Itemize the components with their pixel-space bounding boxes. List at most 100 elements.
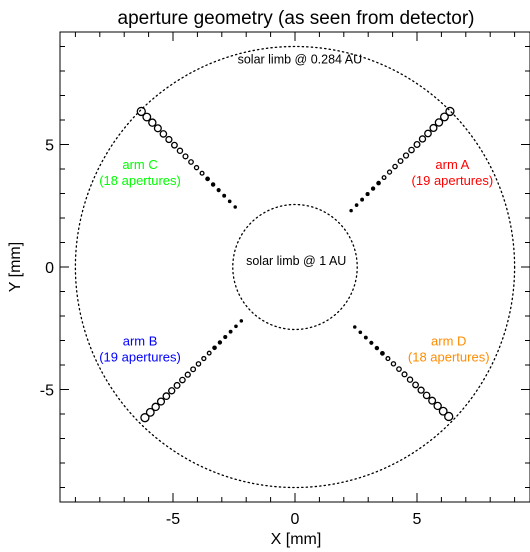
aperture-point-arm-d bbox=[428, 396, 437, 405]
aperture-point-arm-a bbox=[349, 208, 353, 213]
aperture-point-arm-a bbox=[445, 106, 455, 117]
aperture-point-arm-d bbox=[353, 325, 357, 329]
aperture-point-arm-c bbox=[222, 193, 227, 198]
aperture-point-arm-b bbox=[190, 366, 197, 373]
annotations: solar limb @ 0.284 AU solar limb @ 1 AU ar… bbox=[99, 53, 493, 365]
aperture-point-arm-c bbox=[188, 159, 194, 165]
aperture-point-arm-b bbox=[206, 350, 212, 356]
aperture-point-arm-a bbox=[376, 180, 381, 186]
y-tick-label: 5 bbox=[45, 138, 54, 155]
arm-c-count: (18 apertures) bbox=[99, 173, 181, 188]
aperture-point-arm-d bbox=[406, 376, 414, 383]
aperture-points bbox=[136, 106, 455, 423]
aperture-point-arm-c bbox=[153, 124, 162, 133]
aperture-point-arm-c bbox=[182, 153, 189, 160]
aperture-point-arm-d bbox=[358, 330, 363, 335]
arm-b-count: (19 apertures) bbox=[99, 349, 181, 364]
aperture-point-arm-c bbox=[176, 147, 184, 155]
aperture-point-arm-b bbox=[156, 397, 166, 406]
aperture-point-arm-c bbox=[227, 199, 232, 204]
aperture-point-arm-b bbox=[151, 402, 160, 412]
arm-a-name: arm A bbox=[435, 157, 469, 172]
aperture-point-arm-d bbox=[385, 356, 391, 362]
aperture-point-arm-b bbox=[168, 387, 176, 395]
arm-d-count: (18 apertures) bbox=[408, 349, 490, 364]
aperture-point-arm-a bbox=[365, 192, 370, 197]
aperture-point-arm-c bbox=[199, 170, 205, 176]
aperture-point-arm-b bbox=[212, 345, 217, 351]
aperture-point-arm-a bbox=[408, 146, 415, 154]
aperture-point-arm-a bbox=[354, 203, 359, 207]
arm-d-name: arm D bbox=[431, 333, 466, 348]
aperture-point-arm-a bbox=[397, 158, 404, 165]
inner-circle-label: solar limb @ 1 AU bbox=[246, 254, 346, 268]
aperture-point-arm-c bbox=[210, 182, 216, 187]
aperture-point-arm-a bbox=[434, 118, 444, 127]
aperture-point-arm-c bbox=[165, 135, 173, 144]
aperture-point-arm-b bbox=[145, 407, 155, 417]
aperture-point-arm-d bbox=[369, 340, 374, 345]
aperture-point-arm-b bbox=[184, 371, 191, 378]
arm-a-count: (19 apertures) bbox=[412, 173, 494, 188]
aperture-point-arm-b bbox=[217, 340, 223, 345]
aperture-point-arm-b bbox=[162, 392, 171, 401]
aperture-point-arm-b bbox=[223, 334, 228, 340]
aperture-point-arm-a bbox=[392, 163, 398, 170]
aperture-point-arm-d bbox=[438, 406, 448, 416]
aperture-point-arm-d bbox=[363, 335, 368, 340]
aperture-point-arm-c bbox=[193, 164, 200, 171]
aperture-point-arm-d bbox=[401, 371, 408, 378]
aperture-point-arm-b bbox=[228, 329, 233, 334]
aperture-point-arm-b bbox=[234, 324, 238, 329]
aperture-point-arm-d bbox=[380, 350, 385, 356]
outer-solar-limb-circle bbox=[74, 45, 516, 489]
aperture-point-arm-d bbox=[390, 361, 397, 367]
axis-ticks: -5 0 5 -5 0 5 bbox=[40, 32, 530, 528]
arm-b-name: arm B bbox=[123, 333, 158, 348]
aperture-point-arm-d bbox=[374, 345, 380, 351]
aperture-point-arm-d bbox=[396, 366, 402, 372]
x-tick-label: 0 bbox=[291, 511, 300, 528]
aperture-point-arm-c bbox=[205, 176, 210, 182]
aperture-point-arm-c bbox=[136, 106, 146, 117]
x-axis-label: X [mm] bbox=[271, 531, 322, 548]
aperture-point-arm-c bbox=[148, 118, 157, 127]
aperture-point-arm-c bbox=[216, 188, 221, 193]
aperture-point-arm-c bbox=[233, 205, 237, 209]
arm-c-name: arm C bbox=[122, 157, 157, 172]
y-tick-label: -5 bbox=[40, 383, 54, 400]
outer-circle-label: solar limb @ 0.284 AU bbox=[238, 53, 363, 67]
aperture-point-arm-a bbox=[360, 197, 365, 202]
aperture-point-arm-b bbox=[173, 381, 181, 389]
aperture-point-arm-a bbox=[424, 129, 432, 138]
y-axis-label: Y [mm] bbox=[7, 242, 24, 292]
x-tick-label: -5 bbox=[166, 511, 180, 528]
aperture-point-arm-d bbox=[412, 381, 419, 389]
aperture-point-arm-a bbox=[429, 123, 438, 133]
x-tick-label: 5 bbox=[413, 511, 422, 528]
aperture-point-arm-a bbox=[402, 152, 410, 159]
solar-limb-circles bbox=[74, 45, 516, 489]
aperture-point-arm-b bbox=[201, 355, 207, 362]
aperture-point-arm-d bbox=[422, 391, 431, 400]
inner-solar-limb-circle bbox=[232, 203, 358, 331]
aperture-point-arm-c bbox=[142, 112, 152, 122]
chart-title: aperture geometry (as seen from detector… bbox=[118, 8, 475, 29]
aperture-point-arm-b bbox=[195, 361, 202, 367]
y-tick-label: 0 bbox=[45, 260, 54, 277]
aperture-point-arm-a bbox=[418, 135, 427, 143]
aperture-point-arm-a bbox=[370, 186, 376, 191]
aperture-point-arm-c bbox=[171, 141, 178, 149]
aperture-point-arm-b bbox=[179, 376, 186, 384]
aperture-point-arm-a bbox=[440, 112, 449, 122]
aperture-point-arm-c bbox=[159, 130, 168, 138]
aperture-point-arm-a bbox=[381, 175, 387, 181]
aperture-point-arm-d bbox=[417, 386, 425, 394]
aperture-point-arm-d bbox=[444, 411, 454, 422]
aperture-point-arm-b bbox=[239, 319, 244, 323]
aperture-point-arm-a bbox=[386, 169, 393, 175]
aperture-point-arm-d bbox=[433, 401, 442, 411]
aperture-point-arm-a bbox=[413, 140, 421, 148]
aperture-point-arm-b bbox=[140, 413, 150, 423]
